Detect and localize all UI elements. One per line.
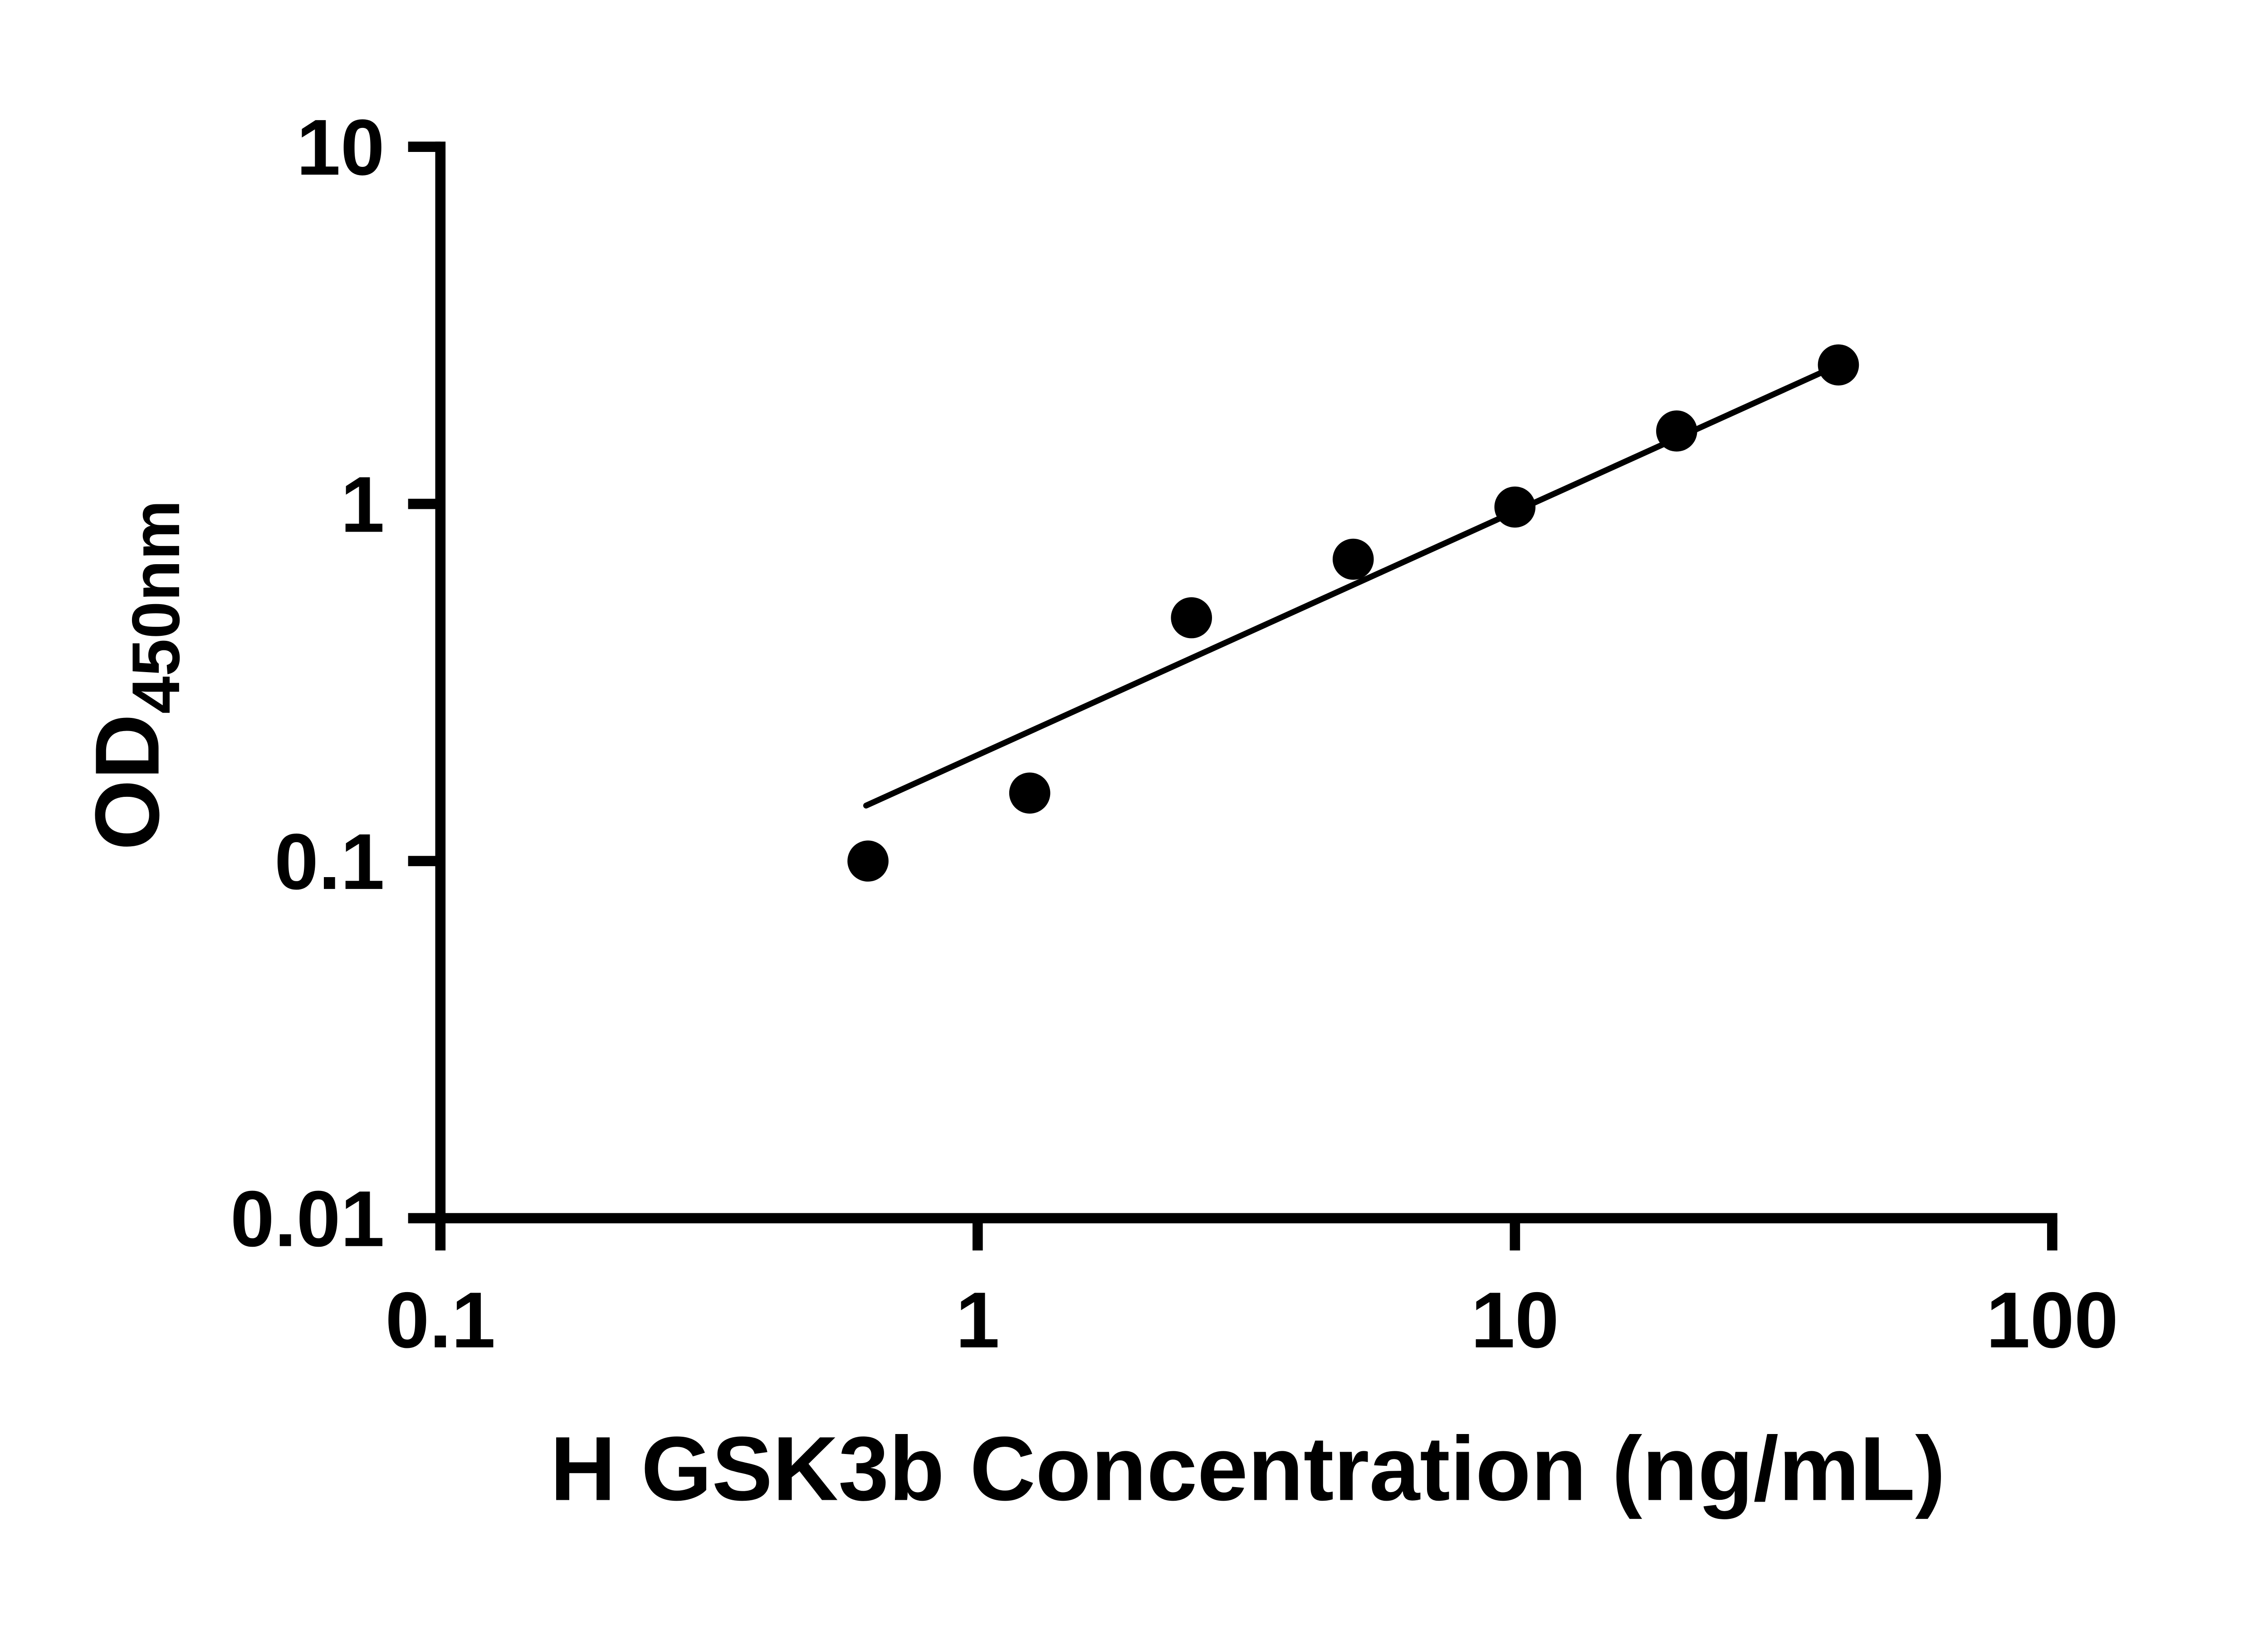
y-tick-label: 1 [341,461,385,549]
y-tick-label: 0.1 [274,818,385,906]
data-point [1818,344,1859,385]
y-axis-title-main: OD [76,714,178,850]
data-point [847,840,889,882]
data-point [1332,538,1374,580]
x-tick-label: 10 [1471,1276,1559,1365]
data-point [1171,597,1212,639]
axes [435,141,2058,1224]
x-tick-label: 1 [956,1276,1000,1365]
y-axis-title: OD450nm [76,500,194,850]
data-point [1009,772,1051,814]
y-tick-label: 10 [297,103,385,192]
y-axis-title-sub: 450nm [118,500,194,714]
data-point [1656,410,1697,452]
y-tick-label: 0.01 [230,1175,385,1264]
data-point [1494,486,1536,528]
x-tick-label: 100 [1986,1276,2118,1365]
x-axis-title: H GSK3b Concentration (ng/mL) [550,1417,1945,1519]
x-tick-label: 0.1 [385,1276,495,1365]
elisa-standard-curve-figure: 0.1 1 10 100 0.01 0.1 1 10 H GSK3b Concentratio… [76,103,2119,1520]
